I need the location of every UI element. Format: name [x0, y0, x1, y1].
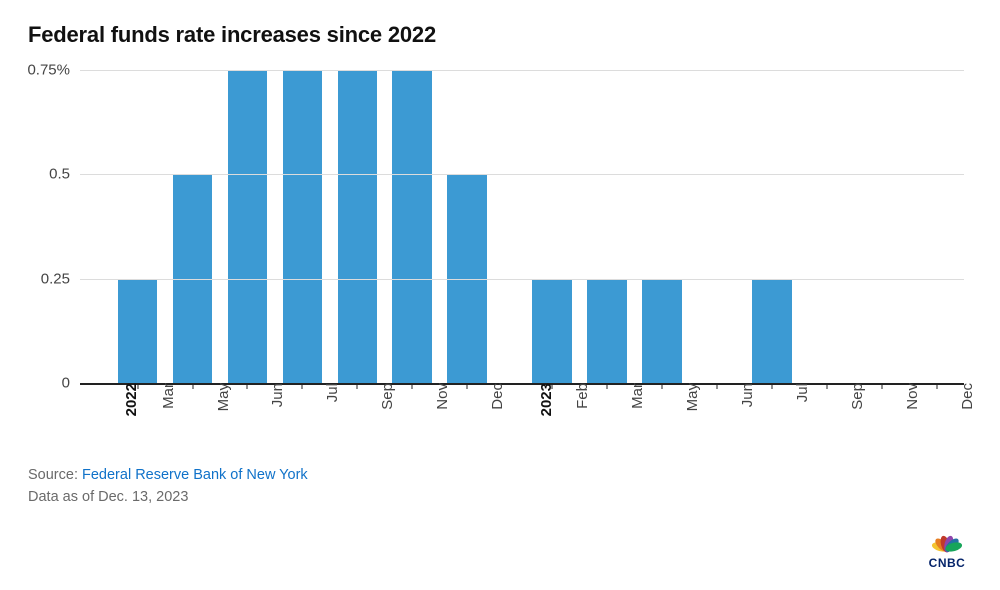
- bar: [752, 279, 792, 383]
- x-tick-label: Sep: [351, 383, 396, 410]
- bar-col: Nov: [854, 70, 909, 383]
- bar: [642, 279, 682, 383]
- bars-container: 2022MarMayJunJulSepNovDec2023FebMarMayJu…: [80, 70, 964, 383]
- y-tick-label: 0.25: [41, 270, 80, 287]
- source-prefix: Source:: [28, 467, 82, 483]
- bar-col: Feb: [525, 70, 580, 383]
- chart-footer: Source: Federal Reserve Bank of New York…: [28, 464, 970, 509]
- cnbc-logo-text: CNBC: [929, 556, 966, 570]
- x-tick-label: Mar: [132, 383, 177, 409]
- bar: [283, 70, 323, 383]
- chart: 2022MarMayJunJulSepNovDec2023FebMarMayJu…: [28, 70, 970, 450]
- bar-col: Jun: [689, 70, 744, 383]
- gridline: [80, 70, 964, 71]
- x-tick-label: Mar: [601, 383, 646, 409]
- year-marker-col: 2022: [80, 70, 110, 383]
- x-tick-label: Jul: [296, 383, 341, 402]
- peacock-icon: [926, 533, 968, 555]
- bar: [587, 279, 627, 383]
- bar-col: Mar: [580, 70, 635, 383]
- bar-col: Dec: [909, 70, 964, 383]
- gridline: [80, 174, 964, 175]
- plot-area: 2022MarMayJunJulSepNovDec2023FebMarMayJu…: [80, 70, 964, 385]
- cnbc-logo: CNBC: [926, 533, 968, 570]
- bar-col: Jul: [275, 70, 330, 383]
- x-tick-label: Jun: [711, 383, 756, 407]
- bar-col: Sep: [799, 70, 854, 383]
- x-tick-label: Sep: [821, 383, 866, 410]
- chart-title: Federal funds rate increases since 2022: [28, 22, 970, 48]
- bar: [392, 70, 432, 383]
- bar: [338, 70, 378, 383]
- x-tick-label: Nov: [406, 383, 451, 410]
- bar-col: Dec: [440, 70, 495, 383]
- gridline: [80, 279, 964, 280]
- x-tick-label: May: [656, 383, 701, 411]
- x-tick-label: Nov: [876, 383, 921, 410]
- bar-col: May: [635, 70, 690, 383]
- data-asof: Data as of Dec. 13, 2023: [28, 489, 188, 505]
- bar: [532, 279, 572, 383]
- bar-col: May: [165, 70, 220, 383]
- bar: [228, 70, 268, 383]
- bar-col: Mar: [110, 70, 165, 383]
- year-marker-col: 2023: [495, 70, 525, 383]
- x-tick-label: Jun: [241, 383, 286, 407]
- x-tick-label: Jul: [766, 383, 811, 402]
- x-tick-label: Dec: [931, 383, 976, 410]
- bar-col: Jun: [220, 70, 275, 383]
- y-tick-label: 0: [62, 375, 80, 392]
- bar-col: Sep: [330, 70, 385, 383]
- bar-col: Jul: [744, 70, 799, 383]
- source-link[interactable]: Federal Reserve Bank of New York: [82, 467, 308, 483]
- y-tick-label: 0.75%: [27, 62, 80, 79]
- bar-col: Nov: [385, 70, 440, 383]
- x-tick-label: Feb: [546, 383, 591, 409]
- x-tick-label: May: [187, 383, 232, 411]
- y-tick-label: 0.5: [49, 166, 80, 183]
- x-tick-label: Dec: [461, 383, 506, 410]
- bar: [118, 279, 158, 383]
